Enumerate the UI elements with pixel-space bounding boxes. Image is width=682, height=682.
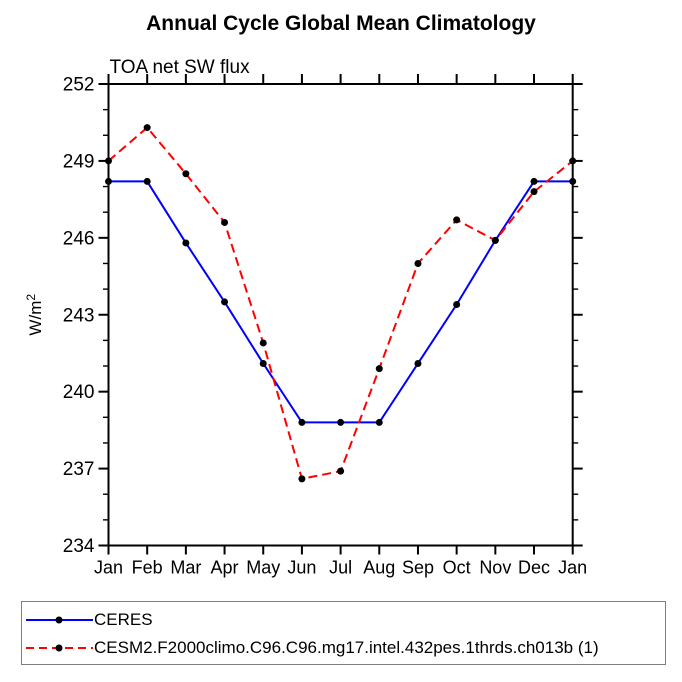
y-axis-label: W/m2	[24, 294, 45, 336]
x-tick-label: Jan	[558, 558, 587, 578]
series-line-obs	[108, 180, 573, 424]
data-point-marker	[414, 359, 422, 367]
y-tick-label: 234	[63, 536, 95, 557]
data-point-marker	[337, 467, 345, 475]
plot-border	[107, 83, 574, 547]
data-point-marker	[259, 339, 267, 347]
legend-label: CERES	[94, 609, 153, 629]
x-tick-label: Jul	[329, 558, 352, 578]
legend-box: CERES CESM2.F2000climo.C96.C96.mg17.intel…	[21, 601, 666, 665]
chart-subtitle: TOA net SW flux	[110, 57, 251, 78]
x-tick-label: Feb	[132, 558, 163, 578]
marker-dot-icon	[55, 616, 63, 624]
data-point-marker	[453, 300, 461, 308]
legend-line-sample	[26, 644, 93, 652]
data-point-marker	[569, 177, 577, 185]
data-point-marker	[530, 188, 538, 196]
data-point-marker	[298, 418, 306, 426]
data-point-marker	[414, 259, 422, 267]
data-point-marker	[182, 239, 190, 247]
data-point-marker	[221, 298, 229, 306]
x-tick-label: May	[246, 558, 280, 578]
y-tick-label: 243	[63, 305, 95, 326]
data-point-marker	[182, 170, 190, 178]
x-tick-label: Jun	[287, 558, 316, 578]
data-point-marker	[375, 418, 383, 426]
data-point-marker	[491, 236, 499, 244]
data-point-marker	[105, 177, 112, 185]
data-point-marker	[221, 218, 229, 226]
data-point-marker	[337, 418, 345, 426]
legend-line-sample	[26, 616, 93, 624]
series-line-model	[107, 126, 574, 480]
plot-area: TOA net SW flux W/m2 234 237 240 243 246 249 252…	[24, 57, 587, 578]
y-tick-label: 246	[63, 228, 95, 249]
data-point-marker	[105, 157, 112, 165]
x-tick-label: Oct	[443, 558, 471, 578]
legend-item: CERES	[25, 605, 665, 633]
x-tick-label: Nov	[479, 558, 511, 578]
data-point-marker	[143, 177, 151, 185]
x-tick-label: Mar	[170, 558, 201, 578]
y-tick-label: 237	[63, 459, 95, 480]
data-point-marker	[569, 157, 577, 165]
data-point-marker	[143, 124, 151, 132]
x-tick-label: Apr	[211, 558, 239, 578]
data-point-marker	[375, 365, 383, 373]
data-point-marker	[453, 216, 461, 224]
y-tick-label: 249	[63, 151, 95, 172]
x-tick-label: Jan	[94, 558, 123, 578]
legend-item: CESM2.F2000climo.C96.C96.mg17.intel.432p…	[25, 633, 665, 661]
data-point-marker	[259, 359, 267, 367]
marker-dot-icon	[55, 644, 63, 652]
y-tick-label: 252	[63, 75, 95, 96]
x-tick-label: Dec	[518, 558, 550, 578]
x-tick-label: Sep	[402, 558, 434, 578]
y-tick-label: 240	[63, 382, 95, 403]
data-point-marker	[298, 475, 306, 483]
chart-title: Annual Cycle Global Mean Climatology	[146, 12, 536, 35]
data-point-marker	[530, 177, 538, 185]
legend-label: CESM2.F2000climo.C96.C96.mg17.intel.432p…	[94, 637, 599, 657]
x-tick-label: Aug	[363, 558, 395, 578]
